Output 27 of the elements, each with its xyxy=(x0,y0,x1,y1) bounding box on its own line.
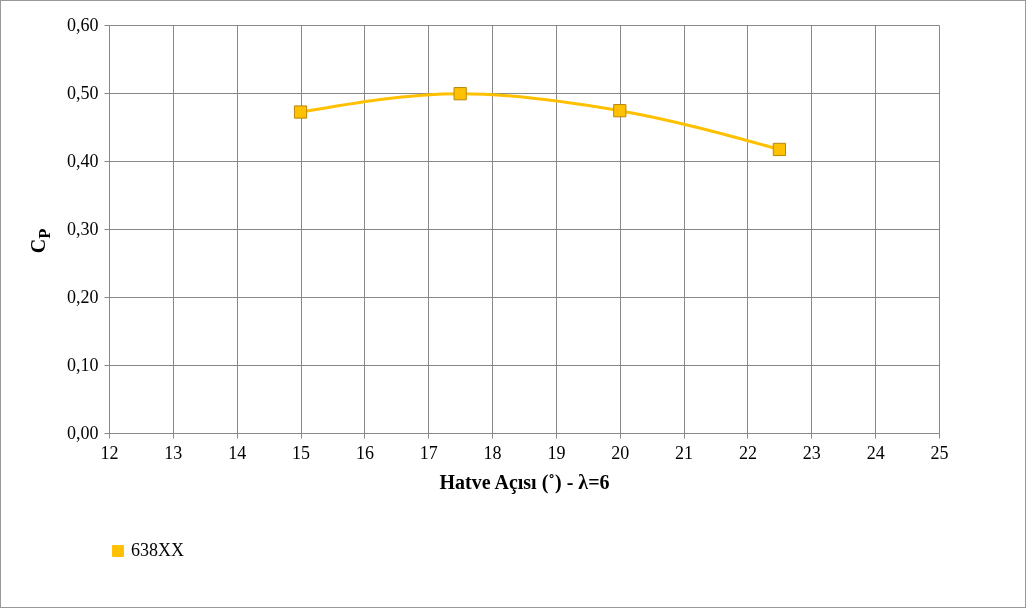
x-tick-label: 12 xyxy=(100,442,119,463)
legend-label: 638XX xyxy=(131,540,184,560)
point xyxy=(293,105,308,119)
point xyxy=(453,87,467,101)
y-tick-label: 0,00 xyxy=(67,422,99,443)
x-tick-label: 23 xyxy=(802,442,821,463)
x-axis-title: Hatve Açısı (˚) - λ=6 xyxy=(439,470,610,494)
x-tick-label: 15 xyxy=(292,442,311,463)
y-tick-label: 0,10 xyxy=(67,354,99,375)
x-tick-label: 17 xyxy=(419,442,438,463)
y-tick-label: 0,40 xyxy=(67,150,99,171)
y-tick-label: 0,60 xyxy=(67,14,99,35)
x-tick-label: 21 xyxy=(675,442,694,463)
x-tick-label: 25 xyxy=(930,442,949,463)
x-tick-label: 14 xyxy=(228,442,247,463)
x-tick-label: 22 xyxy=(738,442,757,463)
x-tick-label: 16 xyxy=(355,442,374,463)
y-tick-label: 0,50 xyxy=(67,82,99,103)
point xyxy=(772,142,787,157)
x-tick-label: 19 xyxy=(547,442,566,463)
x-tick-label: 24 xyxy=(866,442,885,463)
y-tick-label: 0,20 xyxy=(67,286,99,307)
y-tick-label: 0,30 xyxy=(67,218,99,239)
x-tick-label: 20 xyxy=(611,442,630,463)
x-tick-label: 18 xyxy=(483,442,502,463)
point xyxy=(613,104,627,118)
x-tick-label: 13 xyxy=(164,442,183,463)
